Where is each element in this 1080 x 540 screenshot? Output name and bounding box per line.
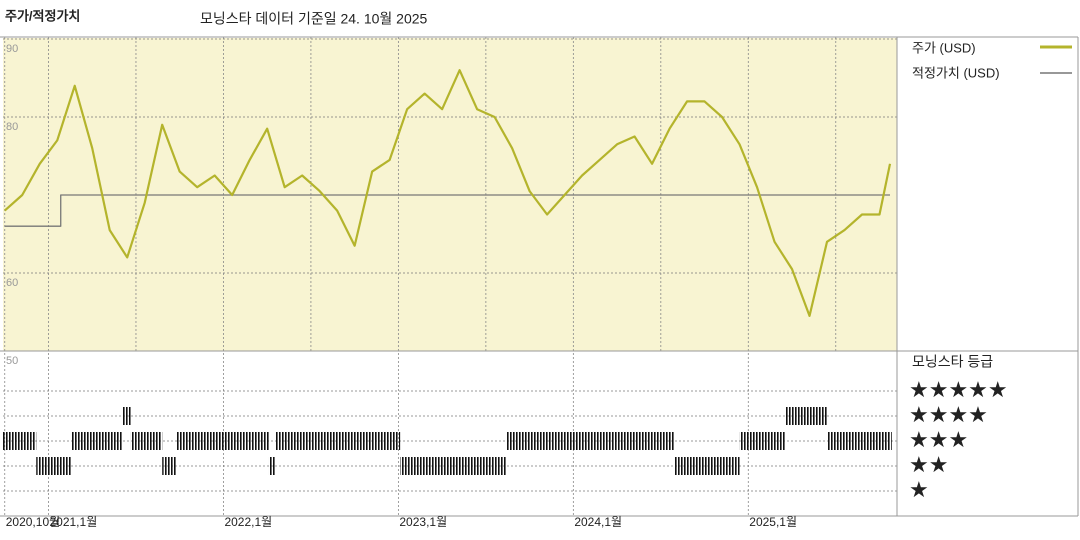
y-tick-label: 50 bbox=[6, 355, 18, 367]
rating-bar bbox=[36, 457, 72, 475]
y-tick-label: 60 bbox=[6, 277, 18, 289]
y-tick-label: 80 bbox=[6, 121, 18, 133]
rating-bar bbox=[121, 407, 131, 425]
series-line bbox=[4, 194, 891, 227]
y-tick-label: 90 bbox=[6, 43, 18, 55]
rating-level-label: ★★★★ bbox=[909, 402, 988, 427]
rating-level-label: ★★ bbox=[909, 452, 948, 477]
chart-subtitle: 모닝스타 데이터 기준일 24. 10월 2025 bbox=[200, 11, 428, 27]
x-tick-label: 2024,1월 bbox=[574, 515, 622, 529]
rating-bar bbox=[506, 432, 675, 450]
rating-title: 모닝스타 등급 bbox=[912, 354, 993, 370]
rating-level-label: ★ bbox=[909, 477, 929, 502]
rating-bar bbox=[3, 432, 37, 450]
chart-title: 주가/적정가치 bbox=[5, 8, 80, 23]
rating-bar bbox=[674, 457, 740, 475]
legend-label: 주가 (USD) bbox=[912, 40, 976, 55]
legend-label: 적정가치 (USD) bbox=[912, 65, 1000, 80]
rating-bar bbox=[162, 457, 177, 475]
rating-level-label: ★★★ bbox=[909, 427, 968, 452]
rating-bar bbox=[275, 432, 401, 450]
x-tick-label: 2021,1월 bbox=[49, 515, 97, 529]
rating-bar bbox=[400, 457, 507, 475]
x-tick-label: 2023,1월 bbox=[399, 515, 447, 529]
rating-bar bbox=[176, 432, 269, 450]
x-tick-label: 2025,1월 bbox=[749, 515, 797, 529]
rating-bar bbox=[268, 457, 276, 475]
rating-bar bbox=[785, 407, 828, 425]
x-tick-label: 2020,10월 bbox=[6, 515, 60, 529]
series-line bbox=[4, 69, 892, 317]
rating-bar bbox=[130, 432, 163, 450]
rating-level-label: ★★★★★ bbox=[909, 377, 1008, 402]
rating-bar bbox=[827, 432, 892, 450]
rating-bar bbox=[71, 432, 122, 450]
x-tick-label: 2022,1월 bbox=[224, 515, 272, 529]
rating-bar bbox=[739, 432, 786, 450]
